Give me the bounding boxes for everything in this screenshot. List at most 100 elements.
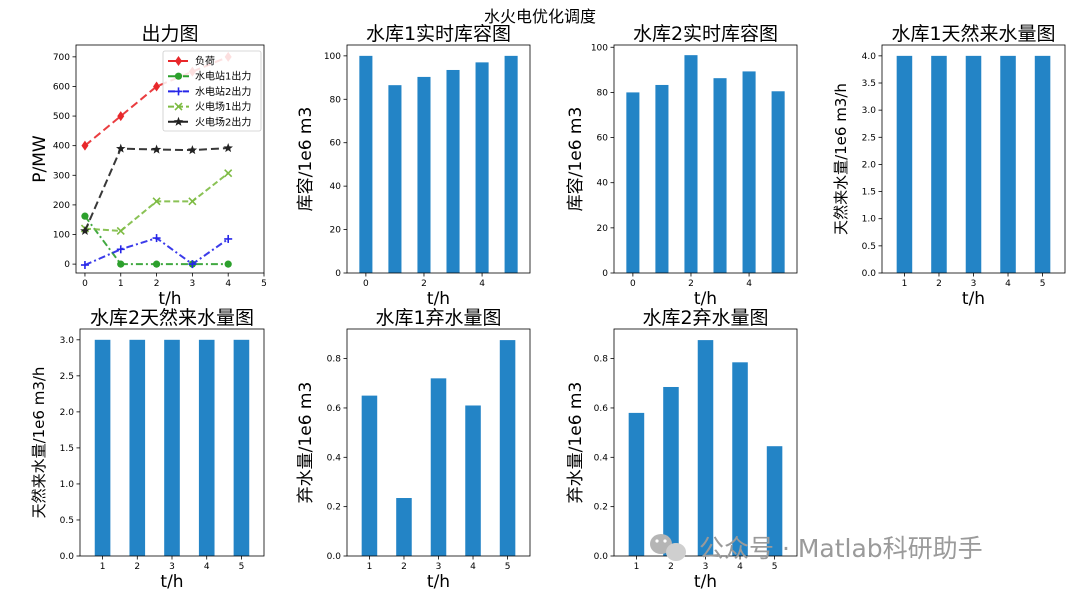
y-tick-label: 0.0 <box>862 269 877 279</box>
x-axis-label: t/h <box>158 289 181 309</box>
y-tick-label: 700 <box>53 53 70 63</box>
bar <box>94 339 111 556</box>
bar <box>965 55 982 273</box>
bar <box>361 395 378 556</box>
data-point <box>151 144 162 154</box>
watermark: 公众号 · Matlab科研助手 <box>650 534 983 563</box>
y-tick-label: 4.0 <box>862 52 877 62</box>
x-tick-label: 4 <box>1005 279 1011 289</box>
y-tick-label: 80 <box>597 88 609 98</box>
bar <box>766 446 783 556</box>
bar <box>475 62 489 273</box>
x-tick-label: 4 <box>204 562 210 572</box>
subplot-title: 水库2实时库容图 <box>633 23 778 45</box>
subplot-p3: 水库1天然来水量图 1 2 3 4 5 0.0 0.5 1.0 1.5 2.0 2.5 3.0 3.5 4.… <box>832 23 1066 309</box>
y-tick-label: 100 <box>591 43 608 53</box>
y-tick-label: 1.5 <box>60 444 74 454</box>
data-point <box>116 143 126 153</box>
series-line <box>80 169 233 236</box>
data-point <box>173 116 184 126</box>
x-tick-label: 0 <box>363 279 369 289</box>
bar <box>697 340 714 556</box>
bar <box>684 55 698 273</box>
bar <box>896 55 913 273</box>
x-tick-label: 2 <box>154 279 160 289</box>
x-tick-label: 2 <box>421 279 427 289</box>
data-point <box>188 197 197 206</box>
figure-suptitle: 水火电优化调度 <box>484 7 596 26</box>
data-point <box>152 260 161 268</box>
bar <box>129 339 146 556</box>
legend-entry: 负荷 <box>168 55 215 68</box>
legend-entry: 火电场2出力 <box>168 115 251 128</box>
y-tick-label: 3.0 <box>862 106 877 116</box>
data-point <box>174 87 183 96</box>
legend-entry: 水电站1出力 <box>168 70 251 83</box>
x-tick-label: 2 <box>936 279 942 289</box>
y-tick-label: 300 <box>53 171 70 181</box>
y-tick-label: 0.0 <box>60 552 75 562</box>
data-point <box>80 225 90 235</box>
bar <box>931 55 947 273</box>
x-tick-label: 4 <box>470 562 476 572</box>
y-tick-label: 0.5 <box>862 242 876 252</box>
y-tick-label: 2.5 <box>60 372 74 382</box>
data-point <box>174 102 183 111</box>
bar <box>742 71 756 273</box>
y-tick-label: 60 <box>330 139 342 149</box>
data-point <box>175 56 182 66</box>
bar <box>430 378 447 556</box>
y-axis-label: P/MW <box>30 135 50 183</box>
y-axis-label: 库容/1e6 m3 <box>566 107 586 212</box>
data-point <box>116 245 125 254</box>
bar <box>446 69 460 273</box>
y-axis-label: 弃水量/1e6 m3 <box>296 382 316 504</box>
x-tick-label: 3 <box>169 562 175 572</box>
y-tick-label: 2.0 <box>862 160 877 170</box>
x-tick-label: 1 <box>118 279 124 289</box>
subplot-p4: 水库2天然来水量图 1 2 3 4 5 0.0 0.5 1.0 1.5 2.0 2.5 3.0 t/h 天然… <box>30 307 265 592</box>
legend-entry: 水电站2出力 <box>168 85 251 98</box>
y-tick-label: 0.8 <box>594 355 609 365</box>
y-tick-label: 1.0 <box>862 215 877 225</box>
y-tick-label: 40 <box>330 182 342 192</box>
data-point <box>81 140 89 151</box>
y-tick-label: 0 <box>64 260 70 270</box>
x-tick-label: 0 <box>82 279 88 289</box>
y-tick-label: 3.0 <box>60 336 75 346</box>
subplot-p5: 水库1弃水量图 1 2 3 4 5 0.0 0.2 0.4 0.6 0.8 t/h 弃水量/1e6 m3 <box>296 307 531 592</box>
bar <box>713 78 727 273</box>
bar <box>396 498 412 556</box>
y-tick-label: 20 <box>597 224 609 234</box>
bar <box>499 340 516 556</box>
y-tick-label: 0.5 <box>60 516 74 526</box>
data-point <box>152 197 161 206</box>
x-axis-label: t/h <box>427 572 450 592</box>
legend-label: 负荷 <box>195 55 215 68</box>
bar <box>504 55 518 273</box>
subplot-title: 水库2弃水量图 <box>642 307 768 329</box>
x-tick-label: 5 <box>261 279 267 289</box>
bar <box>388 85 402 274</box>
series-line <box>81 212 232 268</box>
y-tick-label: 0.0 <box>327 552 342 562</box>
legend-label: 水电站2出力 <box>195 85 251 98</box>
x-tick-label: 4 <box>225 279 231 289</box>
data-point <box>81 212 89 220</box>
bar <box>164 339 180 556</box>
subplot-p6: 水库2弃水量图 1 2 3 4 5 0.0 0.2 0.4 0.6 0.8 t/h 弃水量/1e6 m3 <box>566 307 798 592</box>
legend-label: 火电场2出力 <box>195 115 251 128</box>
x-tick-label: 4 <box>746 279 752 289</box>
subplot-title: 水库1实时库容图 <box>366 23 511 45</box>
x-tick-label: 5 <box>239 562 245 572</box>
y-axis-label: 弃水量/1e6 m3 <box>566 382 586 504</box>
data-point <box>152 234 161 243</box>
x-tick-label: 1 <box>902 279 908 289</box>
x-tick-label: 1 <box>100 562 106 572</box>
y-axis-label: 库容/1e6 m3 <box>296 107 316 212</box>
